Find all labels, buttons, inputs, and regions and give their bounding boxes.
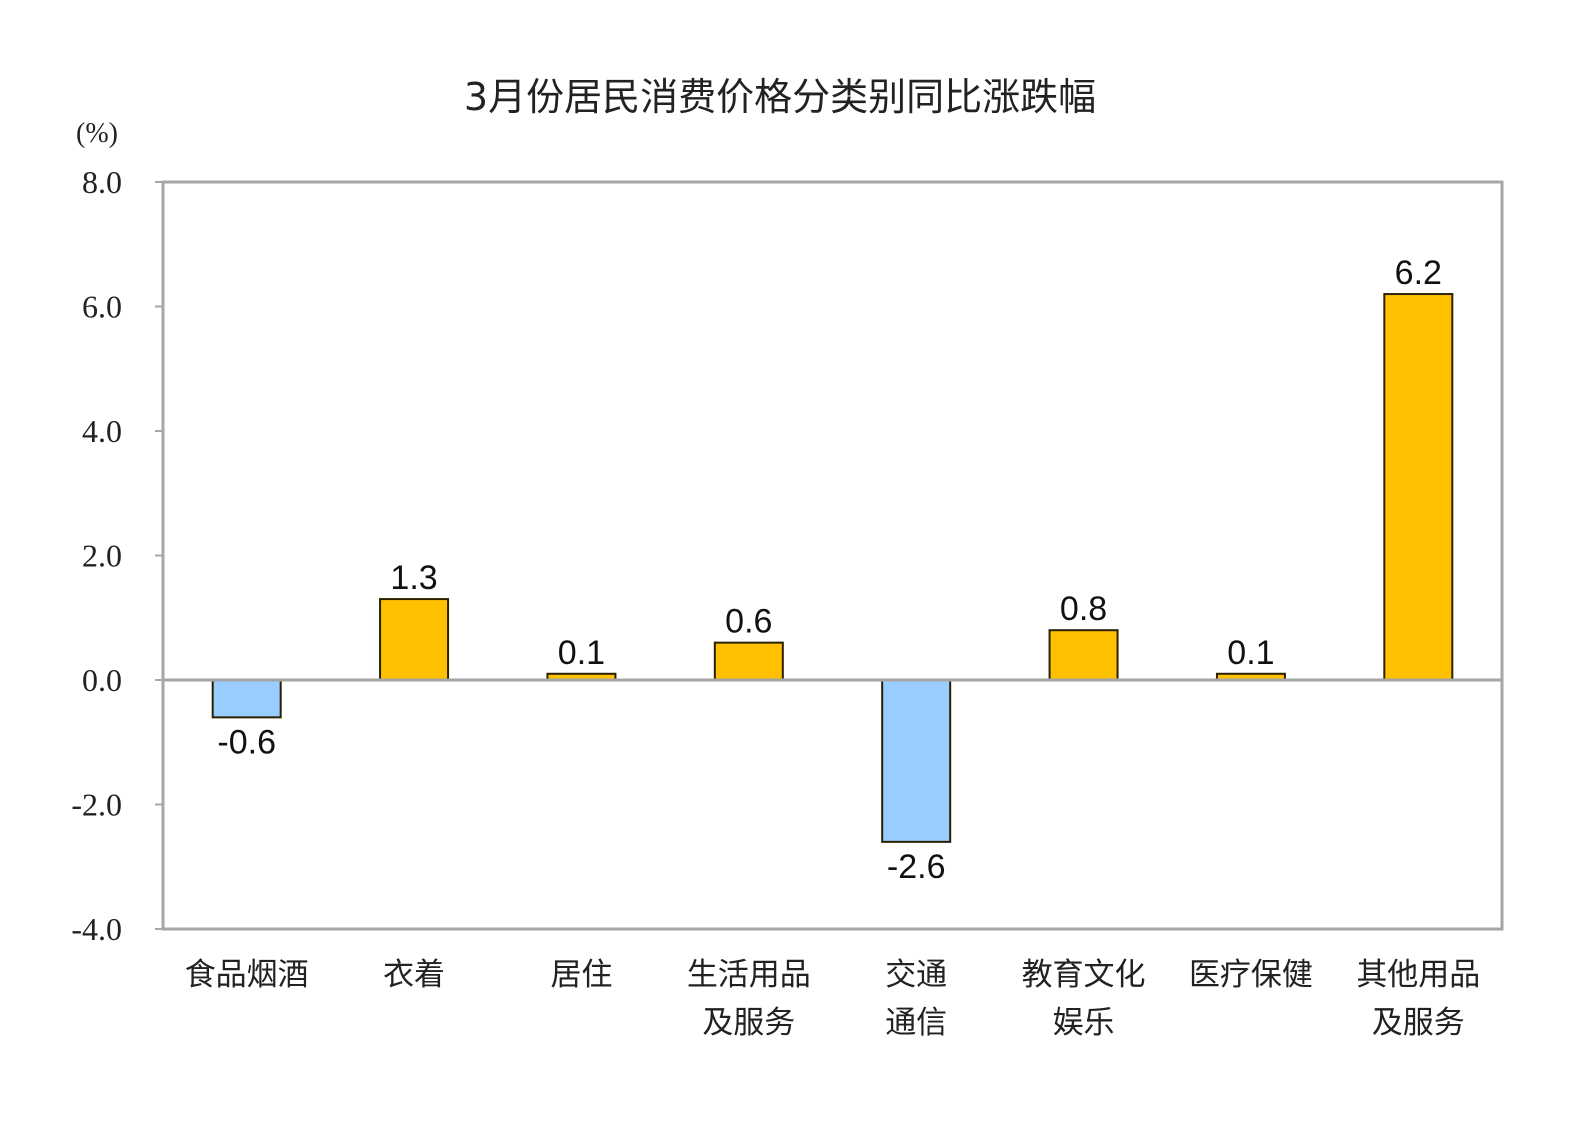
y-tick-label: 0.0 — [82, 662, 122, 698]
bar — [1048, 629, 1119, 682]
bar — [881, 679, 952, 843]
plot-area-frame — [161, 180, 1504, 931]
category-label: 通信 — [885, 1005, 947, 1041]
data-label: 6.2 — [1395, 254, 1442, 292]
y-tick-label: 2.0 — [82, 538, 122, 574]
category-label: 衣着 — [383, 957, 445, 993]
data-label: -0.6 — [217, 723, 276, 761]
y-tick-label: 8.0 — [82, 164, 122, 200]
y-tick-label: 4.0 — [82, 413, 122, 449]
category-label: 生活用品 — [687, 957, 811, 993]
data-label: 0.8 — [1060, 590, 1107, 628]
category-label: 交通 — [885, 957, 947, 993]
category-label: 其他用品 — [1356, 957, 1480, 993]
y-tick-label: 6.0 — [82, 289, 122, 325]
y-axis-unit-label: (%) — [76, 118, 118, 149]
category-label: 教育文化 — [1022, 957, 1146, 993]
category-label: 医疗保健 — [1189, 957, 1313, 993]
chart-title: 3月份居民消费价格分类别同比涨跌幅 — [464, 75, 1096, 119]
data-label: -2.6 — [887, 848, 946, 886]
data-label: 0.1 — [558, 634, 605, 672]
bar — [211, 679, 282, 719]
bar — [1383, 293, 1454, 681]
category-label: 居住 — [550, 957, 612, 993]
category-label: 食品烟酒 — [185, 957, 309, 993]
data-label: 1.3 — [390, 559, 437, 597]
bar — [379, 598, 450, 682]
y-tick-label: -4.0 — [71, 911, 122, 947]
y-tick-label: -2.0 — [71, 787, 122, 823]
data-label: 0.1 — [1227, 634, 1274, 672]
category-label: 娱乐 — [1053, 1005, 1115, 1041]
category-label: 及服务 — [1372, 1005, 1465, 1041]
data-label: 0.6 — [725, 603, 772, 641]
category-label: 及服务 — [702, 1005, 795, 1041]
bar — [713, 641, 784, 682]
